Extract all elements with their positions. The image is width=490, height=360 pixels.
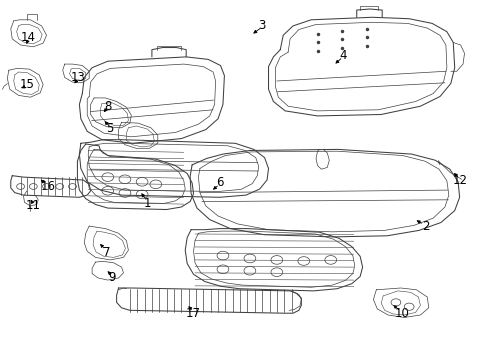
Text: 17: 17 (186, 307, 201, 320)
Text: 15: 15 (20, 78, 34, 91)
Text: 11: 11 (26, 199, 41, 212)
Text: 8: 8 (104, 100, 112, 113)
Text: 4: 4 (339, 49, 347, 62)
Text: 7: 7 (103, 246, 111, 258)
Text: 16: 16 (41, 180, 55, 193)
Text: 13: 13 (71, 71, 86, 84)
Text: 5: 5 (106, 122, 114, 135)
Text: 1: 1 (143, 197, 151, 210)
Text: 3: 3 (258, 19, 266, 32)
Text: 9: 9 (108, 271, 116, 284)
Text: 14: 14 (21, 31, 36, 44)
Text: 6: 6 (216, 176, 223, 189)
Text: 2: 2 (422, 220, 430, 233)
Text: 10: 10 (394, 307, 409, 320)
Text: 12: 12 (453, 174, 468, 186)
